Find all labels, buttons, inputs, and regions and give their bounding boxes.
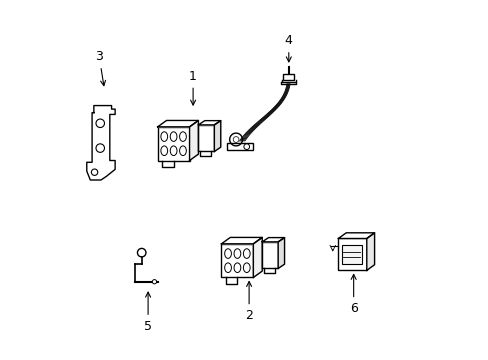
Ellipse shape <box>170 146 177 156</box>
Text: 2: 2 <box>244 282 252 322</box>
Bar <box>198 125 214 152</box>
Text: 4: 4 <box>285 34 292 62</box>
Bar <box>283 75 293 80</box>
Circle shape <box>96 144 104 152</box>
Circle shape <box>137 248 145 257</box>
Polygon shape <box>157 121 198 127</box>
Text: 6: 6 <box>349 274 357 315</box>
Polygon shape <box>198 121 220 125</box>
Ellipse shape <box>243 263 250 273</box>
Polygon shape <box>221 238 262 244</box>
Polygon shape <box>214 121 220 152</box>
Text: 1: 1 <box>189 69 197 105</box>
Polygon shape <box>262 238 284 242</box>
Circle shape <box>96 119 104 127</box>
Polygon shape <box>338 233 374 238</box>
Circle shape <box>152 280 156 284</box>
Polygon shape <box>189 121 198 161</box>
Ellipse shape <box>243 249 250 258</box>
Circle shape <box>91 169 98 175</box>
Bar <box>226 144 253 150</box>
Bar <box>341 245 361 264</box>
Ellipse shape <box>234 249 240 258</box>
Text: 3: 3 <box>95 50 105 86</box>
Ellipse shape <box>170 132 177 141</box>
Polygon shape <box>366 233 374 270</box>
Ellipse shape <box>224 263 231 273</box>
Polygon shape <box>278 238 284 269</box>
Circle shape <box>244 144 249 149</box>
Bar <box>338 238 366 270</box>
Polygon shape <box>253 238 262 278</box>
Ellipse shape <box>234 263 240 273</box>
Ellipse shape <box>179 132 186 141</box>
Bar <box>157 127 189 161</box>
Ellipse shape <box>179 146 186 156</box>
Bar <box>262 242 278 269</box>
Ellipse shape <box>161 132 167 141</box>
Polygon shape <box>86 105 115 180</box>
Bar <box>221 244 253 278</box>
Text: 5: 5 <box>144 292 152 333</box>
Ellipse shape <box>161 146 167 156</box>
Ellipse shape <box>224 249 231 258</box>
